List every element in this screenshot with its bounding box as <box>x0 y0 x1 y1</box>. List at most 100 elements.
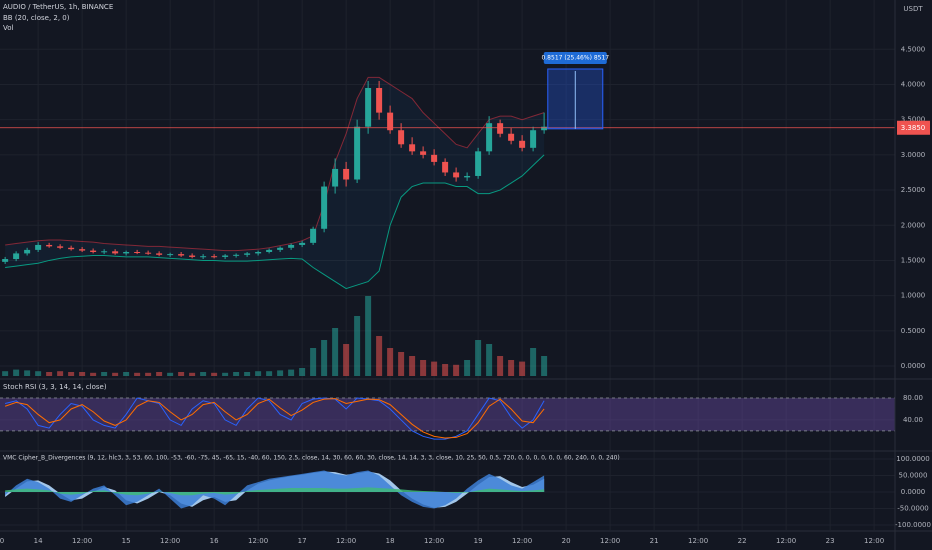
candle-body <box>112 251 119 254</box>
x-tick-label: 19 <box>474 537 483 545</box>
y-tick-label: 100.0000 <box>896 455 929 463</box>
currency-label: USDT <box>903 5 923 13</box>
candle-body <box>2 259 9 262</box>
volume-bar <box>57 371 64 376</box>
candle-body <box>299 242 306 245</box>
candle-body <box>101 251 108 253</box>
volume-bar <box>134 372 141 376</box>
x-tick-label: 12:00 <box>776 537 796 545</box>
x-tick-label: 12:00 <box>72 537 92 545</box>
volume-bar <box>244 372 251 376</box>
x-tick-label: 12:00 <box>688 537 708 545</box>
candle-body <box>497 123 504 134</box>
volume-bar <box>475 340 482 376</box>
candle-body <box>486 123 493 152</box>
candle-body <box>178 254 185 256</box>
volume-bar <box>442 364 449 376</box>
candle-body <box>211 256 218 258</box>
stoch-band <box>0 398 895 431</box>
candle-body <box>167 254 174 256</box>
volume-bar <box>200 372 207 376</box>
volume-bar <box>497 356 504 376</box>
indicator-label: Stoch RSI (3, 3, 14, 14, close) <box>3 383 107 391</box>
volume-bar <box>2 371 9 376</box>
x-tick-label: 12:00 <box>160 537 180 545</box>
candle-body <box>24 249 31 254</box>
y-tick-label: 40.00 <box>903 416 923 424</box>
volume-bar <box>255 371 262 376</box>
candle-body <box>123 252 130 254</box>
y-tick-label: 1.0000 <box>901 292 926 300</box>
volume-bar <box>376 336 383 376</box>
candle-body <box>266 249 273 252</box>
volume-bar <box>123 372 130 376</box>
volume-bar <box>266 371 273 376</box>
bb-lower <box>5 154 545 290</box>
candle-body <box>508 133 515 141</box>
y-tick-label: 4.0000 <box>901 80 926 88</box>
volume-bar <box>112 372 119 376</box>
candle-body <box>189 255 196 257</box>
symbol-title: AUDIO / TetherUS, 1h, BINANCE <box>3 3 113 11</box>
volume-bar <box>343 344 350 376</box>
x-tick-label: 12:00 <box>424 537 444 545</box>
y-tick-label: 0.5000 <box>901 327 926 335</box>
candle-body <box>541 126 548 131</box>
candle-body <box>420 151 427 155</box>
wave-area <box>5 487 545 496</box>
candle-body <box>244 253 251 255</box>
volume-bar <box>68 372 75 376</box>
volume-bar <box>101 372 108 376</box>
last-price-badge <box>897 120 930 135</box>
candle-body <box>453 172 460 178</box>
candle-body <box>46 244 53 247</box>
volume-bar <box>365 296 372 376</box>
volume-bar <box>288 369 295 376</box>
y-tick-label: 2.5000 <box>901 186 926 194</box>
candle-body <box>431 154 438 162</box>
volume-bar <box>167 372 174 376</box>
volume-bar <box>233 372 240 376</box>
x-tick-label: 12:00 <box>512 537 532 545</box>
volume-bar <box>508 360 515 376</box>
x-tick-label: 17 <box>298 537 307 545</box>
y-tick-label: 0.0000 <box>901 488 926 496</box>
candle-body <box>90 250 97 252</box>
candle-body <box>277 247 284 250</box>
position-badge <box>543 51 607 64</box>
volume-bar <box>24 370 31 376</box>
candle-body <box>354 126 361 180</box>
candle-body <box>57 246 64 248</box>
candle-body <box>13 253 20 260</box>
candle-body <box>68 247 75 250</box>
volume-bar <box>79 372 86 376</box>
candle-body <box>530 130 537 148</box>
candle-body <box>398 130 405 145</box>
x-tick-label: 23 <box>826 537 835 545</box>
stoch-line <box>4 398 545 439</box>
x-tick-label: 18 <box>386 537 395 545</box>
x-tick-label: 14 <box>34 537 43 545</box>
indicator-label: VMC Cipher_B_Divergences (9, 12, hlc3, 3… <box>3 455 620 462</box>
candle-body <box>288 244 295 248</box>
candle-body <box>376 87 383 113</box>
volume-bar <box>13 369 20 376</box>
volume-bar <box>46 372 53 376</box>
volume-bar <box>519 361 526 376</box>
candle-body <box>464 175 471 178</box>
candle-body <box>332 168 339 187</box>
indicator-label: BB (20, close, 2, 0) <box>3 14 70 22</box>
volume-bar <box>299 368 306 376</box>
y-tick-label: -100.0000 <box>895 521 931 529</box>
x-tick-label: 16 <box>210 537 219 545</box>
indicator-label: Vol <box>3 24 14 32</box>
volume-bar <box>354 316 361 376</box>
y-tick-label: -50.0000 <box>897 505 928 513</box>
volume-bar <box>409 356 416 376</box>
x-tick-label: 12:00 <box>600 537 620 545</box>
volume-bar <box>464 360 471 376</box>
candle-body <box>134 252 141 253</box>
x-tick-label: 20 <box>562 537 571 545</box>
